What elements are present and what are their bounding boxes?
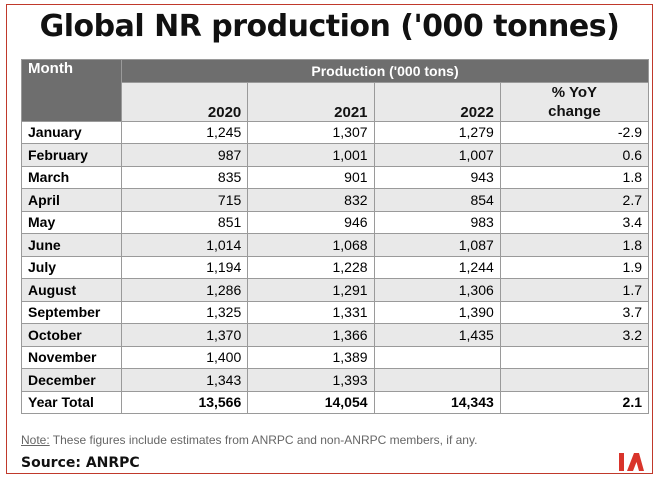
year-header-2020: 2020 <box>120 81 249 122</box>
production-cell-2022: 1,244 <box>373 255 501 279</box>
table-row: March 835 901 943 1.8 <box>21 165 650 189</box>
table-row: July 1,194 1,228 1,244 1.9 <box>21 255 650 279</box>
yoy-cell <box>499 368 650 392</box>
yoy-cell: -2.9 <box>499 120 650 144</box>
production-cell-2021: 1,331 <box>247 300 375 324</box>
month-cell: October <box>21 323 122 347</box>
production-cell-2020: 1,286 <box>120 278 249 302</box>
production-cell-2022: 983 <box>373 210 501 234</box>
month-cell: August <box>21 278 122 302</box>
yoy-header-line1: % YoY <box>551 83 598 101</box>
note-text: These figures include estimates from ANR… <box>49 433 478 447</box>
table-row: November 1,400 1,389 <box>21 345 650 369</box>
production-cell-2021: 1,291 <box>247 278 375 302</box>
production-table: Month Production ('000 tons) 2020 2021 2… <box>21 59 650 414</box>
production-cell-2020: 715 <box>120 188 249 212</box>
production-cell-2020: 1,194 <box>120 255 249 279</box>
production-cell-2020: 1,014 <box>120 233 249 257</box>
production-cell-2022 <box>373 368 501 392</box>
production-cell-2022: 1,306 <box>373 278 501 302</box>
production-cell-2020: 987 <box>120 143 249 167</box>
month-cell: March <box>21 165 122 189</box>
production-cell-2021: 1,366 <box>247 323 375 347</box>
production-cell-2022 <box>373 345 501 369</box>
table-row: December 1,343 1,393 <box>21 368 650 392</box>
production-cell-2022: 943 <box>373 165 501 189</box>
page-title: Global NR production ('000 tonnes) <box>39 9 620 44</box>
production-cell-2022: 1,435 <box>373 323 501 347</box>
production-cell-2021: 1,228 <box>247 255 375 279</box>
production-cell-2020: 1,370 <box>120 323 249 347</box>
production-super-header: Production ('000 tons) <box>121 59 649 83</box>
table-row: May 851 946 983 3.4 <box>21 210 650 234</box>
production-cell-2022: 1,390 <box>373 300 501 324</box>
total-yoy-cell: 2.1 <box>499 390 650 414</box>
production-cell-2021: 1,393 <box>247 368 375 392</box>
production-cell-2021: 1,307 <box>247 120 375 144</box>
table-row: February 987 1,001 1,007 0.6 <box>21 143 650 167</box>
production-cell-2021: 1,389 <box>247 345 375 369</box>
production-cell-2021: 1,001 <box>247 143 375 167</box>
table-row: August 1,286 1,291 1,306 1.7 <box>21 278 650 302</box>
yoy-cell: 1.8 <box>499 165 650 189</box>
month-cell: September <box>21 300 122 324</box>
month-cell: May <box>21 210 122 234</box>
year-total-label: Year Total <box>21 390 122 414</box>
year-header-2021: 2021 <box>247 81 375 122</box>
table-row: September 1,325 1,331 1,390 3.7 <box>21 300 650 324</box>
table-row: June 1,014 1,068 1,087 1.8 <box>21 233 650 257</box>
production-cell-2022: 1,007 <box>373 143 501 167</box>
yoy-cell: 3.4 <box>499 210 650 234</box>
table-row: October 1,370 1,366 1,435 3.2 <box>21 323 650 347</box>
infographic-frame: Global NR production ('000 tonnes) Month… <box>6 4 653 474</box>
month-column-header: Month <box>21 59 122 122</box>
production-cell-2020: 1,343 <box>120 368 249 392</box>
source-label: Source: ANRPC <box>21 455 140 471</box>
production-cell-2020: 1,245 <box>120 120 249 144</box>
production-cell-2022: 1,087 <box>373 233 501 257</box>
production-cell-2020: 1,325 <box>120 300 249 324</box>
production-cell-2021: 946 <box>247 210 375 234</box>
yoy-cell: 3.2 <box>499 323 650 347</box>
month-cell: February <box>21 143 122 167</box>
table-row: April 715 832 854 2.7 <box>21 188 650 212</box>
yoy-cell <box>499 345 650 369</box>
month-cell: July <box>21 255 122 279</box>
table-row: January 1,245 1,307 1,279 -2.9 <box>21 120 650 144</box>
month-cell: December <box>21 368 122 392</box>
production-cell-2020: 835 <box>120 165 249 189</box>
yoy-cell: 0.6 <box>499 143 650 167</box>
yoy-change-header: % YoY change <box>499 81 650 122</box>
yoy-cell: 2.7 <box>499 188 650 212</box>
yoy-header-line2: change <box>548 102 601 120</box>
year-total-row: Year Total 13,566 14,054 14,343 2.1 <box>21 390 650 414</box>
total-cell-2022: 14,343 <box>373 390 501 414</box>
yoy-cell: 1.7 <box>499 278 650 302</box>
total-cell-2021: 14,054 <box>247 390 375 414</box>
month-cell: January <box>21 120 122 144</box>
yoy-cell: 1.9 <box>499 255 650 279</box>
production-cell-2022: 1,279 <box>373 120 501 144</box>
total-cell-2020: 13,566 <box>120 390 249 414</box>
production-cell-2020: 1,400 <box>120 345 249 369</box>
production-cell-2020: 851 <box>120 210 249 234</box>
yoy-cell: 3.7 <box>499 300 650 324</box>
year-header-2022: 2022 <box>373 81 501 122</box>
month-cell: November <box>21 345 122 369</box>
production-cell-2021: 832 <box>247 188 375 212</box>
production-cell-2022: 854 <box>373 188 501 212</box>
production-cell-2021: 901 <box>247 165 375 189</box>
month-cell: June <box>21 233 122 257</box>
yoy-cell: 1.8 <box>499 233 650 257</box>
note-label: Note: <box>21 433 50 447</box>
production-cell-2021: 1,068 <box>247 233 375 257</box>
month-cell: April <box>21 188 122 212</box>
footnote: Note: These figures include estimates fr… <box>21 433 477 447</box>
ia-logo-icon <box>619 453 644 471</box>
